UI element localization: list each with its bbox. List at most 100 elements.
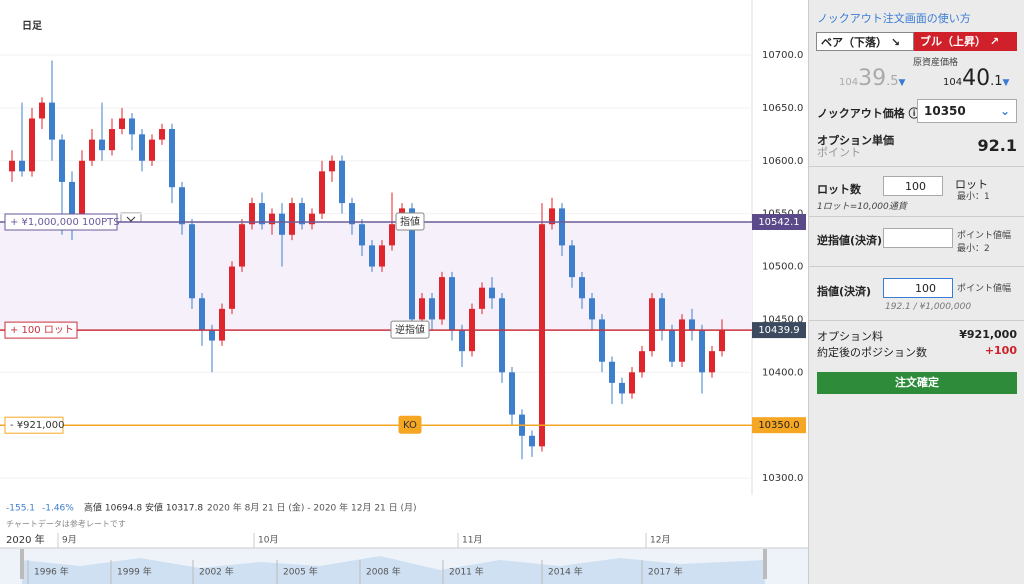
order-tag: + ¥1,000,000 100PTS [10,217,120,228]
candle-body [439,277,445,320]
ko-label: ノックアウト価格 ⓘ [817,107,920,120]
y-tick-label: 10450.0 [762,314,803,325]
lot-unit: ロット [955,178,988,191]
y-tick-label: 10500.0 [762,262,803,273]
bull-button[interactable]: ブル（上昇） ↗ [914,32,1017,51]
ko-select[interactable]: 10350 ⌄ [917,99,1017,123]
bid-small: .5 [886,74,899,89]
order-tag-box [4,321,78,339]
candle-body [339,160,345,204]
price-tag-box [752,214,806,231]
submit-button[interactable]: 注文確定 [817,372,1017,394]
navigator-area [22,556,765,584]
chart: 日足 10300.0 10350.0 10400.0 10450.0 10500.0 10… [0,0,808,584]
month-label: 10月 [258,535,278,546]
ask-small: .1 [990,74,1003,89]
help-link[interactable]: ノックアウト注文画面の使い方 [817,12,971,25]
candle-body [569,245,575,278]
candle-body [229,266,235,309]
order-band [0,222,752,331]
order-marker-box [398,415,422,434]
y-tick-label: 10600.0 [762,156,803,167]
lot-label: ロット数 [817,183,861,196]
divider [809,266,1024,267]
candle-body [189,224,195,299]
lot-min: 最小：1 [957,192,990,202]
stat-change: -155.1 [6,504,35,514]
order-marker: 指値 [400,215,420,228]
ask-main: 40 [962,66,991,91]
limit-unit: ポイント値幅 [957,284,1012,294]
candle-body [599,319,605,362]
candle-body [659,298,665,330]
candle-body [209,330,215,341]
bull-label: ブル（上昇） [920,35,986,48]
candle-body [499,298,505,373]
candle-body [529,435,535,447]
candle-body [59,139,65,182]
candle-body [559,208,565,246]
candle-body [329,160,335,172]
candle-body [119,118,125,130]
order-marker-box [395,212,425,231]
chart-note: チャートデータは参考レートです [6,519,126,529]
y-tick-label: 10650.0 [762,103,803,114]
price-tag-box [752,322,806,339]
candle-body [239,224,245,267]
candle-body [679,319,685,362]
divider [809,216,1024,217]
ask-price: 10440.1▼ [943,66,1010,91]
pos-value: +100 [984,344,1017,357]
stop-unit: ポイント値幅 [957,231,1012,241]
candle-body [589,298,595,320]
candle-body [49,102,55,140]
candle-body [429,298,435,320]
stop-input[interactable] [883,228,953,248]
candle-body [689,319,695,330]
candle-body [379,245,385,267]
candle-body [249,203,255,225]
limit-note: 192.1 / ¥1,000,000 [885,302,972,312]
price-label: 原資産価格 [913,58,959,68]
candle-body [629,372,635,394]
order-panel: ノックアウト注文画面の使い方 ベア（下落） ↘ ブル（上昇） ↗ 原資産価格 1… [808,0,1024,584]
candle-body [169,129,175,188]
unit-value: 92.1 [977,136,1017,155]
candle-body [129,118,135,135]
candle-body [669,330,675,362]
order-marker-box [390,320,430,339]
stop-min: 最小：2 [957,244,990,254]
candle-body [69,181,75,225]
lot-input[interactable]: 100 [883,176,943,196]
stop-label: 逆指値(決済) [817,234,883,247]
year-label: 1999 年 [117,566,152,578]
candle-body [639,351,645,373]
timeline-year: 2020 年 [6,533,45,546]
candle-body [29,118,35,172]
candle-body [219,308,225,341]
order-marker: KO [403,420,417,431]
year-label: 2017 年 [648,566,683,578]
candle-body [539,224,545,447]
candle-body [409,208,415,320]
candle-body [619,382,625,394]
bear-button[interactable]: ベア（下落） ↘ [816,32,914,51]
stat-range: 2020 年 8月 21 日 (金) - 2020 年 12月 21 日 (月) [207,502,417,514]
limit-label: 指値(決済) [817,285,872,298]
year-label: 2011 年 [449,566,484,578]
y-tick-label: 10400.0 [762,367,803,378]
unit-sub: ポイント [817,146,861,159]
candle-body [259,203,265,225]
candle-body [459,330,465,352]
candle-body [709,351,715,373]
price-tag: 10350.0 [758,420,799,431]
year-label: 2014 年 [548,566,583,578]
limit-input[interactable]: 100 [883,278,953,298]
chart-title: 日足 [22,20,43,32]
month-label: 12月 [650,535,670,546]
candle-body [449,277,455,330]
candle-body [79,160,85,225]
year-label: 1996 年 [34,566,69,578]
order-tag: - ¥921,000 [10,420,65,431]
candle-body [319,171,325,214]
